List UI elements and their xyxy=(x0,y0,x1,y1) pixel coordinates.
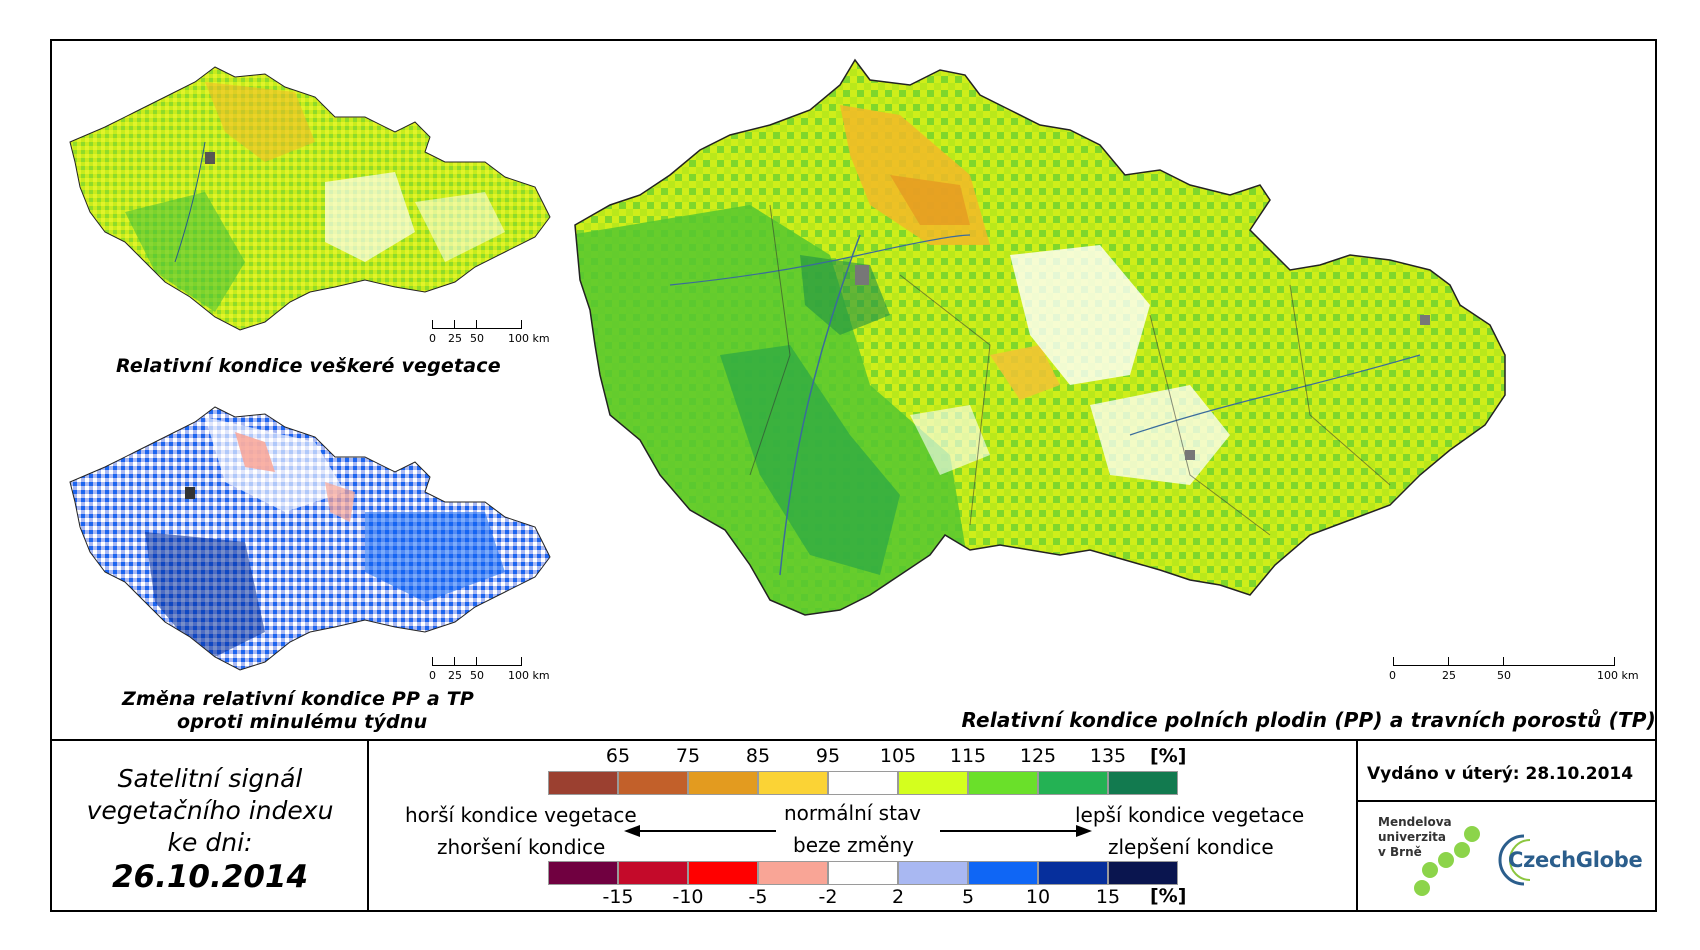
condition-tick-label: 95 xyxy=(815,745,841,767)
condition-swatch xyxy=(688,771,758,795)
change-map-title: Změna relativní kondice PP a TP xyxy=(122,688,475,710)
change-swatch xyxy=(1038,861,1108,885)
condition-swatch xyxy=(828,771,898,795)
condition-color-scale xyxy=(548,771,1178,795)
condition-swatch xyxy=(758,771,828,795)
legend-divider xyxy=(50,739,1657,741)
czechglobe-logo-arc-icon xyxy=(1498,834,1531,886)
satellite-line-1: Satelitní signál xyxy=(117,764,303,793)
change-tick-label: -10 xyxy=(672,886,704,908)
condition-tick-label: 105 xyxy=(879,745,917,767)
scale-label-0: 0 xyxy=(429,669,436,682)
scale-label-100: 100 km xyxy=(508,669,550,682)
change-tick-label: 15 xyxy=(1095,886,1121,908)
condition-swatch xyxy=(548,771,618,795)
mendel-logo-line-2: univerzita xyxy=(1378,830,1447,844)
change-swatch xyxy=(1108,861,1178,885)
mendel-logo-line-1: Mendelova xyxy=(1378,815,1452,829)
no-change-label: beze změny xyxy=(793,833,914,857)
right-arrow xyxy=(940,830,1078,832)
mendel-logo-dots-icon xyxy=(1414,826,1480,896)
condition-swatch xyxy=(968,771,1038,795)
left-panel-divider xyxy=(367,740,369,912)
condition-swatch xyxy=(898,771,968,795)
change-tick-label: -2 xyxy=(818,886,838,908)
figure-frame xyxy=(50,39,1657,912)
change-tick-label: 10 xyxy=(1025,886,1051,908)
better-condition-label: lepší kondice vegetace xyxy=(1075,803,1305,827)
change-color-scale xyxy=(548,861,1178,885)
main-scale-bar: 0 25 50 100 km xyxy=(1389,657,1639,687)
left-arrow-head-icon xyxy=(624,825,640,837)
condition-tick-label: 75 xyxy=(675,745,701,767)
czechglobe-logo: CzechGlobe xyxy=(1508,848,1643,872)
condition-tick-label: 85 xyxy=(745,745,771,767)
worsening-label: zhoršení kondice xyxy=(437,835,606,859)
change-tick-label: 2 xyxy=(891,886,905,908)
change-swatch xyxy=(688,861,758,885)
condition-swatch xyxy=(1038,771,1108,795)
left-arrow xyxy=(638,830,776,832)
change-tick-label: 5 xyxy=(961,886,975,908)
scale-label-100: 100 km xyxy=(1597,669,1639,682)
change-map xyxy=(69,406,551,671)
satellite-date: 26.10.2014 xyxy=(111,859,309,895)
change-unit: [%] xyxy=(1150,885,1187,907)
scale-label-50: 50 xyxy=(1497,669,1511,682)
scale-label-25: 25 xyxy=(448,669,462,682)
change-scale-bar: 0 25 50 100 km xyxy=(429,657,550,685)
scale-label-50: 50 xyxy=(470,332,484,345)
right-arrow-head-icon xyxy=(1076,825,1092,837)
scale-label-100: 100 km xyxy=(508,332,550,345)
satellite-line-3: ke dni: xyxy=(167,828,253,857)
vegetation-map xyxy=(69,66,551,331)
condition-tick-label: 65 xyxy=(605,745,631,767)
satellite-line-2: vegetačního indexu xyxy=(86,796,334,825)
vegetation-scale-bar: 0 25 50 100 km xyxy=(429,320,550,348)
condition-tick-label: 115 xyxy=(949,745,987,767)
issued-divider xyxy=(1358,800,1655,802)
main-map xyxy=(574,58,1506,616)
change-tick-label: -5 xyxy=(748,886,768,908)
scale-label-25: 25 xyxy=(1442,669,1456,682)
change-swatch xyxy=(618,861,688,885)
improvement-label: zlepšení kondice xyxy=(1108,835,1274,859)
change-swatch xyxy=(898,861,968,885)
change-swatch xyxy=(968,861,1038,885)
condition-unit: [%] xyxy=(1150,745,1187,767)
change-swatch xyxy=(828,861,898,885)
change-tick-label: -15 xyxy=(602,886,634,908)
scale-label-0: 0 xyxy=(429,332,436,345)
scale-label-25: 25 xyxy=(448,332,462,345)
condition-tick-label: 125 xyxy=(1019,745,1057,767)
condition-swatch xyxy=(1108,771,1178,795)
change-swatch xyxy=(548,861,618,885)
change-swatch xyxy=(758,861,828,885)
worse-condition-label: horší kondice vegetace xyxy=(405,803,637,827)
issued-date: Vydáno v úterý: 28.10.2014 xyxy=(1367,764,1634,784)
normal-state-label: normální stav xyxy=(784,801,922,825)
condition-swatch xyxy=(618,771,688,795)
scale-label-0: 0 xyxy=(1389,669,1396,682)
main-map-title: Relativní kondice polních plodin (PP) a … xyxy=(961,708,1656,732)
condition-tick-label: 135 xyxy=(1089,745,1127,767)
scale-label-50: 50 xyxy=(470,669,484,682)
right-panel-divider xyxy=(1356,740,1358,912)
vegetation-map-title: Relativní kondice veškeré vegetace xyxy=(116,355,501,377)
change-map-subtitle: oproti minulému týdnu xyxy=(177,711,428,733)
mendel-logo-line-3: v Brně xyxy=(1378,845,1422,859)
